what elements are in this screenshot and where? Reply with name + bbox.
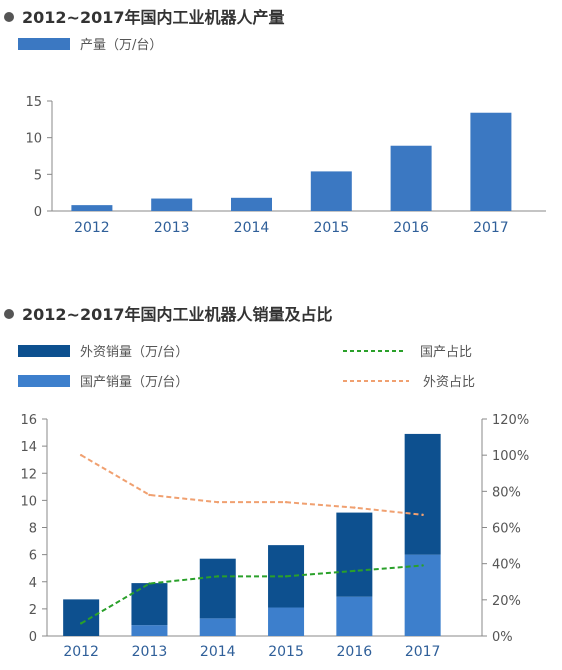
chart-2-x-tick-label: 2012 (63, 644, 99, 660)
chart-2-bar-domestic (336, 596, 373, 636)
chart-2-line-domestic-share-point (79, 622, 83, 625)
chart-2-y-tick-label-right: 80% (492, 485, 521, 500)
chart-2-x-tick-label: 2016 (337, 644, 373, 660)
chart-1-bar (390, 145, 432, 211)
chart-1-title: 2012~2017年国内工业机器人产量 (22, 8, 284, 27)
chart-1-marks: 0 5 10 15 2012 2013 2014 2015 2016 2017 (25, 95, 546, 236)
chart-2-y-tick-label-left: 16 (20, 413, 37, 428)
chart-2-title: 2012~2017年国内工业机器人销量及占比 (22, 305, 332, 324)
chart-1-bar (470, 112, 512, 211)
chart-2-y-tick-label-left: 6 (29, 549, 37, 564)
chart-2-line-domestic-share-point (216, 575, 219, 578)
chart-2-bar-foreign (404, 433, 441, 555)
chart-2-y-tick-label-left: 4 (29, 576, 37, 591)
chart-2-x-tick-label: 2017 (405, 644, 441, 660)
chart-2-line-domestic-share-point (421, 564, 424, 567)
chart-1-y-tick-label: 15 (25, 95, 42, 110)
chart-2-x-tick-label: 2014 (200, 644, 236, 660)
chart-2-bar-domestic (199, 618, 236, 636)
chart-2-legend-label-foreign-sales: 外资销量（万/台） (80, 345, 188, 360)
chart-2-y-tick-label-right: 120% (492, 413, 529, 428)
chart-2: 2012~2017年国内工业机器人销量及占比 外资销量（万/台） 国产销量（万/… (4, 305, 529, 660)
chart-2-bar-domestic (404, 554, 441, 636)
chart-2-y-tick-label-right: 20% (492, 594, 521, 609)
chart-2-y-tick-label-right: 0% (492, 630, 513, 645)
chart-1-x-tick-label: 2014 (234, 220, 270, 236)
chart-2-line-foreign-share-point (284, 500, 288, 504)
chart-2-y-tick-label-left: 12 (20, 467, 37, 482)
chart-1-y-tick-label: 5 (34, 168, 42, 183)
chart-2-line-foreign-share (80, 454, 423, 516)
chart-2-line-domestic-share-point (353, 569, 356, 573)
chart-2-line-foreign-share-point (353, 506, 356, 509)
chart-2-legend-swatch-domestic-sales (18, 375, 70, 387)
chart-2-x-tick-label: 2015 (268, 644, 304, 660)
chart-2-y-tick-label-left: 2 (29, 603, 37, 618)
chart-1: 2012~2017年国内工业机器人产量 产量（万/台） 0 5 10 15 2012 20… (4, 8, 546, 236)
chart-2-y-tick-label-right: 60% (492, 522, 521, 537)
chart-2-y-tick-label-right: 40% (492, 558, 521, 573)
chart-1-x-tick-label: 2012 (74, 220, 110, 236)
chart-2-y-tick-label-left: 8 (29, 522, 37, 537)
chart-2-y-tick-label-left: 10 (20, 494, 37, 509)
chart-2-bar-foreign (199, 558, 236, 619)
chart-2-marks: 0 2 4 6 8 10 12 14 16 0% 20% 40% 60% 80% 100% 120% 2012 2… (20, 413, 529, 660)
chart-2-line-domestic-share-point (148, 582, 151, 585)
chart-2-line-foreign-share-point (421, 513, 424, 517)
chart-2-y-tick-label-left: 14 (20, 440, 37, 455)
chart-1-bar (310, 171, 352, 211)
chart-2-line-foreign-share-point (216, 500, 219, 504)
chart-2-line-domestic-share (80, 564, 423, 625)
chart-2-title-bullet-icon (4, 309, 14, 319)
chart-1-bar (71, 205, 113, 211)
chart-2-line-foreign-share-point (79, 453, 83, 457)
chart-2-bar-domestic (268, 607, 305, 636)
chart-1-bar (231, 197, 272, 211)
chart-1-legend-swatch (18, 38, 70, 50)
chart-2-bar-foreign (131, 583, 168, 626)
chart-2-legend-swatch-foreign-sales (18, 345, 70, 357)
chart-1-x-tick-label: 2016 (393, 220, 429, 236)
chart-2-line-domestic-share-point (284, 575, 288, 578)
chart-1-legend-label: 产量（万/台） (80, 38, 162, 53)
chart-2-legend-label-domestic-share: 国产占比 (420, 345, 472, 360)
chart-2-line-foreign-share-point (148, 493, 151, 497)
chart-1-x-tick-label: 2015 (313, 220, 349, 236)
chart-2-y-tick-label-left: 0 (29, 630, 37, 645)
chart-2-bar-foreign (336, 512, 373, 597)
chart-1-x-tick-label: 2017 (473, 220, 509, 236)
chart-2-y-tick-label-right: 100% (492, 449, 529, 464)
chart-2-bar-domestic (131, 625, 168, 636)
chart-1-y-tick-label: 0 (34, 205, 42, 220)
chart-2-bar-foreign (63, 599, 100, 636)
chart-1-title-bullet-icon (4, 12, 14, 22)
chart-1-bar (151, 198, 193, 211)
chart-2-legend-label-foreign-share: 外资占比 (423, 375, 475, 390)
chart-2-legend-label-domestic-sales: 国产销量（万/台） (80, 375, 188, 390)
chart-1-x-tick-label: 2013 (154, 220, 190, 236)
chart-2-x-tick-label: 2013 (132, 644, 168, 660)
chart-1-y-tick-label: 10 (25, 132, 42, 147)
